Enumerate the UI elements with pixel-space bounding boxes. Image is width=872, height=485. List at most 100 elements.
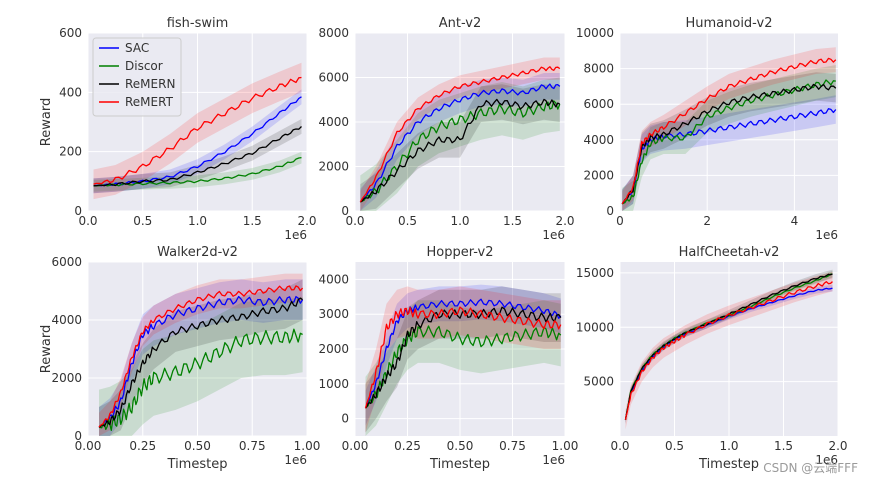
chart-panel-5: 0.0 0.5 1.0 1.5 2.0 5000 10000 15000 1e6 HalfChee… bbox=[576, 245, 848, 472]
x-tick-label: 0.00 bbox=[342, 439, 369, 453]
y-tick-label: 2000 bbox=[583, 168, 614, 182]
x-tick-label: 0.0 bbox=[345, 214, 364, 228]
legend-label-sac: SAC bbox=[125, 41, 149, 55]
plot-area bbox=[93, 62, 302, 200]
confidence-band-remern bbox=[360, 84, 560, 211]
x-offset-label: 1e6 bbox=[284, 228, 307, 242]
series-line-remert bbox=[621, 57, 837, 205]
series-line-discor bbox=[621, 79, 836, 205]
chart-title: HalfCheetah-v2 bbox=[679, 245, 780, 260]
legend-box bbox=[92, 37, 182, 117]
x-tick-label: 0.5 bbox=[398, 214, 417, 228]
y-tick-label: 4000 bbox=[318, 115, 349, 129]
series-line-sac bbox=[98, 295, 304, 428]
series-line-remern bbox=[98, 297, 303, 428]
x-axis-label: Timestep bbox=[698, 457, 759, 472]
confidence-band-sac bbox=[622, 95, 836, 211]
x-tick-label: 1.0 bbox=[719, 439, 738, 453]
x-tick-label: 0.50 bbox=[447, 439, 474, 453]
x-tick-label: 1.5 bbox=[774, 439, 793, 453]
x-offset-label: 1e6 bbox=[284, 453, 307, 467]
x-offset-label: 1e6 bbox=[815, 228, 838, 242]
y-tick-label: 4000 bbox=[583, 133, 614, 147]
series-line-remern bbox=[93, 126, 302, 187]
series-line-discor bbox=[359, 100, 561, 203]
confidence-band-discor bbox=[622, 65, 836, 211]
x-tick-label: 0.0 bbox=[78, 214, 97, 228]
x-offset-label: 1e6 bbox=[542, 228, 565, 242]
confidence-band-remern bbox=[365, 286, 561, 433]
series-line-remert bbox=[624, 281, 833, 420]
x-axis-label: Timestep bbox=[429, 457, 490, 472]
chart-panel-4: 0.00 0.25 0.50 0.75 1.00 0 1000 2000 3000 4000 1e6… bbox=[318, 245, 578, 472]
confidence-band-sac bbox=[93, 89, 302, 194]
x-tick-label: 1.0 bbox=[450, 214, 469, 228]
series-line-remern bbox=[621, 83, 837, 205]
series-line-discor bbox=[98, 328, 303, 432]
x-tick-label: 0.00 bbox=[75, 439, 102, 453]
chart-panel-0: 0.0 0.5 1.0 1.5 2.0 0 200 400 600 1e6 fish-swim Rew… bbox=[39, 16, 317, 242]
x-tick-label: 0.5 bbox=[133, 214, 152, 228]
chart-panel-2: 0 2 4 0 2000 4000 6000 8000 10000 1e6 Humanoid-v2 bbox=[576, 16, 838, 242]
y-tick-label: 10000 bbox=[576, 26, 614, 40]
series-line-sac bbox=[359, 83, 561, 203]
y-tick-label: 6000 bbox=[318, 71, 349, 85]
confidence-band-discor bbox=[360, 77, 560, 211]
series-line-remern bbox=[359, 98, 561, 203]
watermark: CSDN @云端FFF bbox=[763, 461, 858, 475]
chart-title: Ant-v2 bbox=[439, 16, 482, 31]
y-tick-label: 5000 bbox=[583, 375, 614, 389]
series-line-remert bbox=[364, 306, 562, 409]
x-tick-label: 1.5 bbox=[243, 214, 262, 228]
chart-title: Walker2d-v2 bbox=[157, 245, 238, 260]
x-tick-label: 0.25 bbox=[129, 439, 156, 453]
plot-background bbox=[620, 33, 838, 211]
legend-label-discor: Discor bbox=[125, 59, 163, 73]
series-line-remert bbox=[98, 285, 304, 428]
x-tick-label: 1.00 bbox=[294, 439, 321, 453]
chart-panel-3: 0.00 0.25 0.50 0.75 1.00 0 2000 4000 6000 1e6 Walk… bbox=[39, 245, 320, 472]
legend-label-remern: ReMERN bbox=[125, 77, 175, 91]
y-tick-label: 600 bbox=[59, 26, 82, 40]
confidence-band-remern bbox=[93, 119, 302, 194]
y-tick-label: 8000 bbox=[583, 62, 614, 76]
chart-title: Hopper-v2 bbox=[426, 245, 493, 260]
plot-area bbox=[364, 284, 562, 436]
y-tick-label: 6000 bbox=[51, 255, 82, 269]
legend-label-remert: ReMERT bbox=[125, 95, 174, 109]
confidence-band-sac bbox=[99, 279, 303, 436]
y-tick-label: 0 bbox=[341, 204, 349, 218]
x-tick-label: 2.0 bbox=[555, 214, 574, 228]
plot-area bbox=[621, 47, 837, 211]
y-tick-label: 2000 bbox=[318, 342, 349, 356]
y-tick-label: 200 bbox=[59, 145, 82, 159]
series-line-remert bbox=[359, 66, 561, 203]
y-tick-label: 15000 bbox=[576, 266, 614, 280]
confidence-band-remert bbox=[99, 273, 303, 436]
x-tick-label: 1.5 bbox=[503, 214, 522, 228]
y-tick-label: 0 bbox=[74, 204, 82, 218]
x-tick-label: 1.00 bbox=[552, 439, 579, 453]
x-tick-label: 2 bbox=[703, 214, 711, 228]
chart-title: Humanoid-v2 bbox=[685, 16, 772, 31]
y-tick-label: 0 bbox=[341, 412, 349, 426]
series-line-remern bbox=[364, 306, 562, 409]
x-tick-label: 0.75 bbox=[499, 439, 526, 453]
x-tick-label: 2.0 bbox=[828, 439, 847, 453]
chart-panel-1: 0.0 0.5 1.0 1.5 2.0 0 2000 4000 6000 8000 1e6 Ant-v… bbox=[318, 16, 574, 242]
confidence-band-remert bbox=[365, 286, 561, 433]
x-tick-label: 0.50 bbox=[184, 439, 211, 453]
x-tick-label: 0 bbox=[616, 214, 624, 228]
y-tick-label: 6000 bbox=[583, 97, 614, 111]
x-offset-label: 1e6 bbox=[815, 453, 838, 467]
y-tick-label: 2000 bbox=[51, 371, 82, 385]
x-tick-label: 0.75 bbox=[239, 439, 266, 453]
chart-title: fish-swim bbox=[167, 16, 229, 31]
x-axis-label: Timestep bbox=[167, 457, 228, 472]
y-tick-label: 0 bbox=[74, 429, 82, 443]
y-tick-label: 10000 bbox=[576, 320, 614, 334]
plot-area bbox=[359, 57, 561, 211]
plot-area bbox=[98, 273, 304, 436]
x-tick-label: 0.5 bbox=[665, 439, 684, 453]
